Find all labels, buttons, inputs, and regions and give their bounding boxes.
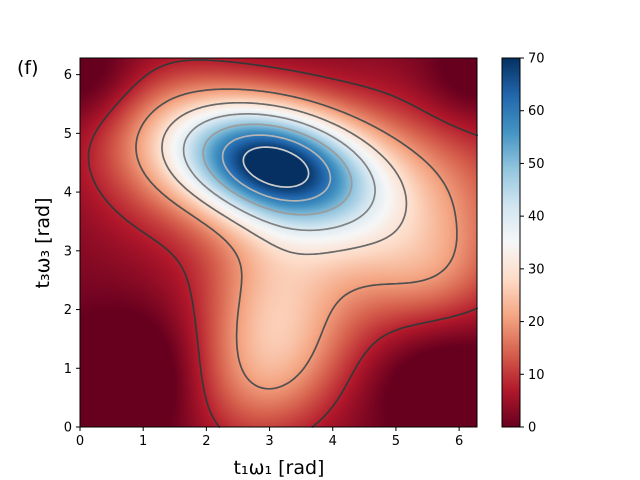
colorbar-tick-label: 30 — [528, 262, 545, 277]
contour-line — [221, 134, 332, 202]
x-tick-label: 0 — [76, 434, 84, 449]
y-tick-label: 2 — [64, 303, 72, 318]
heatmap-plot — [79, 57, 478, 428]
y-tick-label: 3 — [64, 244, 72, 259]
y-tick-label: 4 — [64, 186, 72, 201]
colorbar-tick-label: 50 — [528, 157, 545, 172]
colorbar-gradient — [501, 57, 521, 428]
contour-line — [202, 123, 353, 216]
contour-line — [242, 146, 310, 188]
colorbar-tick-label: 20 — [528, 315, 545, 330]
contour-line — [135, 88, 458, 390]
heatmap-image — [80, 58, 477, 427]
contour-line — [182, 113, 376, 232]
colorbar-tick-label: 10 — [528, 368, 545, 383]
y-tick-label: 0 — [64, 421, 72, 436]
colorbar: 0 10 20 30 40 50 60 70 — [501, 52, 545, 436]
y-axis: 0 1 2 3 4 5 6 — [64, 68, 80, 436]
x-tick-label: 4 — [329, 434, 337, 449]
y-tick-label: 5 — [64, 127, 72, 142]
x-tick-label: 1 — [139, 434, 147, 449]
y-axis-label: t₃ω₃ [rad] — [32, 198, 54, 289]
contour-line — [161, 101, 408, 256]
x-tick-label: 6 — [455, 434, 463, 449]
colorbar-tick-label: 40 — [528, 210, 545, 225]
x-axis-label: t₁ω₁ [rad] — [234, 457, 325, 479]
y-tick-label: 1 — [64, 362, 72, 377]
x-tick-label: 5 — [392, 434, 400, 449]
colorbar-tick-label: 0 — [528, 421, 536, 436]
x-tick-label: 3 — [265, 434, 273, 449]
x-tick-label: 2 — [202, 434, 210, 449]
panel-label: (f) — [17, 57, 39, 79]
plot-frame — [79, 57, 478, 428]
contour-line — [87, 59, 478, 428]
colorbar-tick-label: 70 — [528, 52, 545, 67]
y-tick-label: 6 — [64, 68, 72, 83]
x-axis: 0 1 2 3 4 5 6 — [76, 427, 463, 449]
colorbar-tick-label: 60 — [528, 104, 545, 119]
